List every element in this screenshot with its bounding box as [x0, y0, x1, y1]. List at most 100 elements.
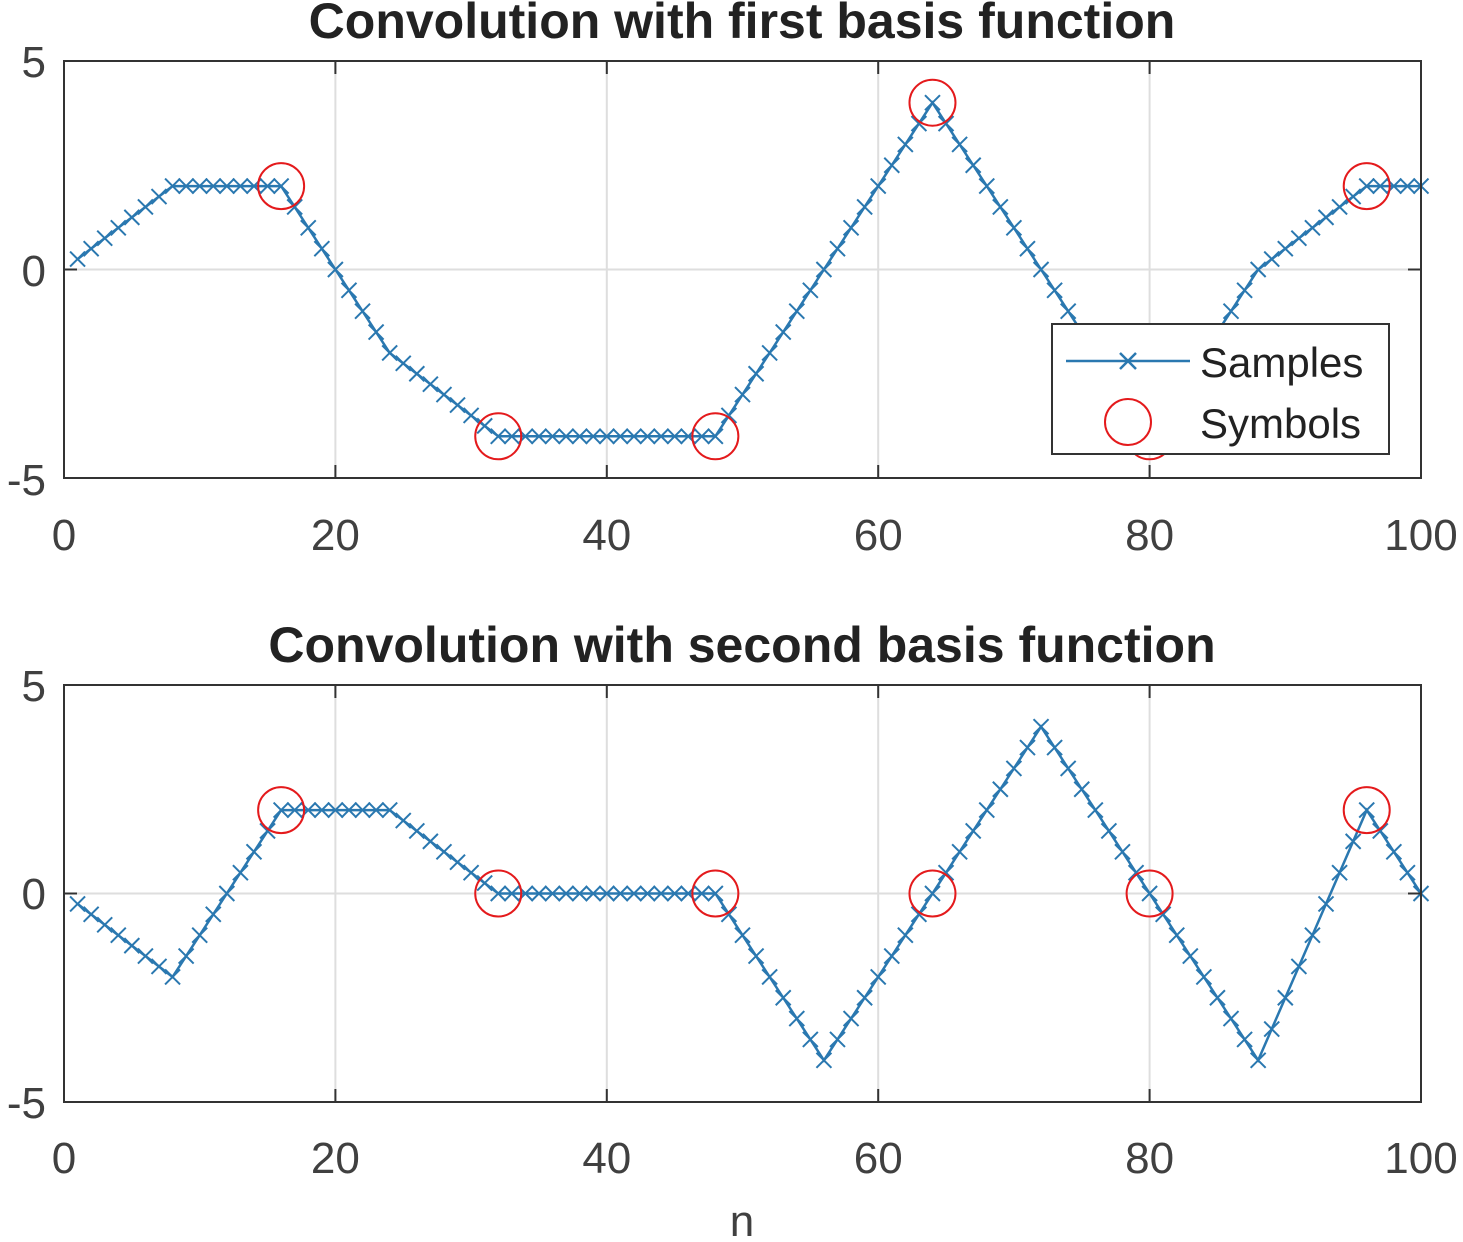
x-tick-label: 100	[1384, 1134, 1457, 1183]
sample-marker	[598, 885, 616, 902]
x-tick-label: 40	[582, 1134, 631, 1183]
sample-marker	[666, 885, 683, 902]
sample-marker	[964, 157, 982, 174]
sample-marker	[150, 188, 168, 205]
sample-marker	[1032, 261, 1050, 278]
sample-marker	[408, 365, 426, 382]
top-title: Convolution with first basis function	[309, 0, 1176, 49]
bottom-y-tick-labels: 5 0 -5	[7, 662, 46, 1128]
sample-marker	[218, 885, 236, 902]
sample-marker	[381, 801, 398, 819]
sample-marker	[1073, 781, 1090, 798]
sample-marker	[1290, 230, 1308, 247]
sample-marker	[1358, 801, 1375, 819]
top-x-tick-labels: 0 20 40 60 80 100	[52, 511, 1458, 560]
sample-marker	[1277, 240, 1294, 257]
x-axis-label: n	[730, 1197, 754, 1242]
sample-marker	[82, 240, 100, 257]
sample-marker	[910, 115, 928, 132]
sample-marker	[1263, 250, 1280, 268]
sample-marker	[137, 198, 154, 216]
sample-marker	[829, 1031, 846, 1048]
sample-marker	[462, 407, 480, 424]
top-axes	[63, 60, 1422, 479]
sample-marker	[1372, 822, 1389, 840]
sample-marker	[218, 177, 236, 195]
bottom-axes	[63, 684, 1422, 1103]
bottom-grid	[64, 685, 1421, 1102]
sample-marker	[761, 344, 778, 362]
sample-marker	[802, 1031, 819, 1048]
top-y-tick-labels: 5 0 -5	[7, 38, 46, 505]
sample-marker	[1344, 833, 1362, 850]
sample-marker	[191, 177, 208, 195]
symbol-marker	[691, 869, 740, 918]
sample-marker	[490, 885, 507, 902]
sample-marker	[775, 323, 792, 341]
sample-marker	[1331, 198, 1348, 216]
sample-marker	[354, 302, 371, 320]
sample-marker	[96, 230, 113, 247]
sample-marker	[1195, 968, 1213, 986]
x-tick-label: 100	[1384, 511, 1457, 560]
legend-samples-label: Samples	[1200, 339, 1363, 386]
sample-marker	[1372, 177, 1389, 195]
sample-marker	[585, 885, 602, 902]
sample-marker	[720, 906, 738, 923]
sample-marker	[937, 115, 955, 132]
sample-marker	[232, 864, 249, 881]
sample-marker	[1087, 801, 1104, 819]
sample-marker	[897, 136, 914, 153]
sample-marker	[1046, 282, 1063, 299]
sample-marker	[707, 885, 724, 902]
sample-marker	[951, 843, 968, 861]
sample-marker	[693, 428, 710, 445]
sample-marker	[123, 209, 141, 226]
sample-marker	[300, 219, 317, 237]
sample-marker	[1385, 843, 1403, 861]
sample-marker	[775, 989, 792, 1006]
sample-marker	[340, 801, 358, 819]
x-tick-label: 20	[311, 1134, 360, 1183]
sample-marker	[1317, 895, 1335, 913]
sample-marker	[1127, 864, 1145, 881]
sample-marker	[897, 926, 914, 944]
sample-marker	[1331, 864, 1348, 881]
y-tick-label: -5	[7, 1079, 46, 1128]
sample-marker	[1154, 906, 1172, 923]
sample-marker	[612, 885, 629, 902]
sample-marker	[327, 801, 344, 819]
sample-marker	[462, 864, 480, 881]
sample-marker	[612, 428, 629, 445]
sample-marker	[571, 885, 588, 902]
y-tick-label: 0	[22, 247, 46, 296]
sample-marker	[1344, 188, 1362, 205]
sample-marker	[815, 1052, 833, 1069]
y-tick-label: 5	[22, 662, 46, 711]
sample-marker	[910, 906, 928, 923]
sample-marker	[1114, 843, 1131, 861]
sample-marker	[1046, 739, 1063, 756]
sample-marker	[1168, 926, 1185, 944]
sample-marker	[272, 177, 290, 195]
samples-line	[76, 724, 1423, 1063]
legend-samples-marker	[1119, 352, 1137, 370]
sample-marker	[150, 958, 168, 975]
legend-symbols-label: Symbols	[1200, 400, 1361, 447]
sample-marker	[625, 428, 643, 445]
y-tick-label: -5	[7, 456, 46, 505]
sample-marker	[422, 375, 439, 393]
sample-marker	[869, 968, 887, 986]
sample-marker	[544, 885, 561, 902]
sample-marker	[1222, 302, 1240, 320]
sample-marker	[1249, 1052, 1267, 1069]
x-tick-label: 40	[582, 511, 631, 560]
sample-marker	[842, 1010, 860, 1027]
sample-marker	[367, 801, 385, 819]
symbol-marker	[474, 869, 523, 918]
sample-marker	[232, 177, 249, 195]
sample-marker	[1005, 219, 1023, 237]
sample-marker	[395, 355, 412, 372]
sample-marker	[1236, 1031, 1253, 1048]
sample-marker	[272, 801, 290, 819]
